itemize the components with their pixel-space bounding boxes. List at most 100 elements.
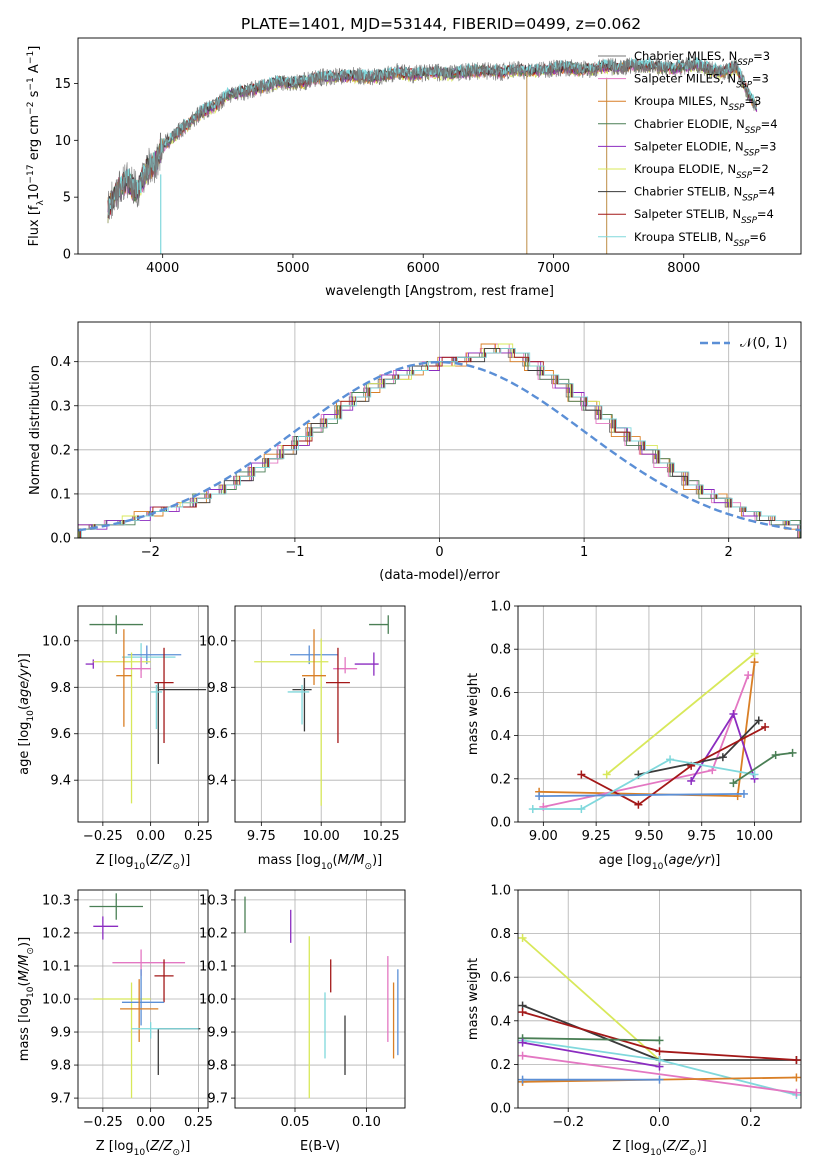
x-tick-label: 10.00	[303, 829, 340, 844]
x-axis-label-part: (	[333, 853, 338, 868]
y-tick-label: 0.0	[490, 1102, 511, 1117]
panel-spectrum: 4000 5000 6000 7000 8000 0 5 10 15 Chabrier MILES…	[26, 37, 802, 299]
panel-weight_vs_age: 9.00 9.25 9.50 9.75 10.00 0.0 0.2 0.4 0.6 0.8 1.0 a…	[466, 600, 802, 872]
y-tick-label: 0.4	[490, 729, 511, 744]
legend-sub: SSP	[737, 58, 754, 68]
x-axis-label-part: (	[145, 853, 150, 868]
x-tick-label: 0.00	[136, 829, 165, 844]
panel-residual: −2 −1 0 1 2 0.0 0.1 0.2 0.3 0.4 𝒩(0, 1) (data-model…	[28, 321, 802, 583]
panel-mass_vs_ebv: 0.05 0.10 9.7 9.8 9.9 10.0 10.1 10.2 10.3 E(B-V)	[199, 889, 406, 1154]
plot-area-mass_vs_Z	[89, 893, 201, 1099]
x-tick-label: 8000	[667, 261, 700, 276]
y-tick-label: 10.2	[42, 926, 71, 941]
legend-text: =4	[761, 117, 778, 131]
x-tick-label: −0.25	[83, 829, 123, 844]
plot-area-weight_vs_Z	[518, 933, 801, 1099]
x-axis-label-part: (	[663, 853, 668, 868]
legend-sub: SSP	[742, 194, 759, 204]
x-axis-label-part: Z [log	[612, 1139, 650, 1154]
x-axis-label: Z [log10(Z/Z⊙)]	[612, 1139, 707, 1158]
legend-text: Chabrier MILES, N	[634, 49, 737, 63]
legend-text: =3	[759, 139, 776, 153]
x-tick-label: 0.00	[136, 1115, 165, 1130]
y-tick-label: 0.6	[490, 971, 511, 986]
y-axis-label: mass weight	[466, 958, 481, 1040]
plot-area-age_vs_mass	[254, 615, 389, 806]
y-axis-label-part: 10	[26, 710, 36, 722]
observed-spectrum-line	[107, 56, 757, 224]
x-axis-label-part: Z [log	[96, 1139, 134, 1154]
y-tick-label: 10.0	[42, 993, 71, 1008]
legend-entry: 𝒩(0, 1)	[740, 336, 787, 351]
weight-line	[522, 1054, 797, 1094]
y-tick-label: 9.9	[207, 1026, 228, 1041]
x-tick-label: 0.25	[184, 1115, 213, 1130]
y-tick-label: 10.0	[199, 993, 228, 1008]
x-axis-label: Z [log10(Z/Z⊙)]	[96, 1139, 191, 1158]
legend-entry: Salpeter MILES, NSSP=3	[634, 72, 769, 91]
legend-entry: Salpeter ELODIE, NSSP=3	[634, 139, 776, 158]
y-axis-label-part: 10	[27, 184, 42, 201]
page-title: PLATE=1401, MJD=53144, FIBERID=0499, z=0…	[241, 15, 641, 33]
legend-text: Salpeter MILES, N	[634, 72, 736, 86]
x-axis-label-part: Z/Z	[149, 1139, 173, 1154]
y-tick-label: 0.3	[50, 399, 71, 414]
legend-text: =3	[753, 49, 770, 63]
legend-text: Salpeter STELIB, N	[634, 207, 741, 221]
y-tick-label: 0.4	[50, 355, 71, 370]
x-tick-label: −2	[141, 545, 160, 560]
y-axis-label-part: −17	[26, 164, 36, 183]
y-axis-label-part: mass [log	[17, 998, 32, 1061]
x-axis-label-part: )]	[372, 853, 382, 868]
y-axis-label-part: Flux [f	[27, 205, 42, 246]
x-tick-label: 10.00	[736, 829, 773, 844]
x-axis-label-part: 10	[652, 862, 664, 872]
x-axis-label-part: age [log	[599, 853, 652, 868]
legend-sub: SSP	[744, 148, 761, 158]
y-tick-label: 9.4	[207, 774, 228, 789]
x-tick-label: 0.2	[740, 1115, 761, 1130]
plot-area-mass_vs_ebv	[244, 896, 399, 1099]
legend-entry: Chabrier ELODIE, NSSP=4	[634, 117, 778, 136]
x-axis-label-part: )]	[180, 853, 190, 868]
y-axis-label: Normed distribution	[28, 365, 43, 495]
y-tick-label: 0.0	[50, 532, 71, 547]
y-axis-label: age [log10(age/yr)]	[17, 653, 36, 775]
x-axis-label-part: ⊙	[689, 1148, 697, 1158]
x-axis-label-part: ⊙	[364, 862, 372, 872]
x-axis-label-part: M/M	[338, 853, 365, 868]
y-axis-label-part: −2	[26, 102, 36, 115]
legend-text: =6	[749, 230, 766, 244]
x-axis-label-part: )]	[180, 1139, 190, 1154]
x-axis-label-part: ⊙	[173, 862, 181, 872]
y-axis-label-part: erg cm	[27, 115, 42, 164]
axes-frame	[77, 605, 209, 823]
x-tick-label: 0.0	[649, 1115, 670, 1130]
panel-mass_vs_Z: −0.25 0.00 0.25 9.7 9.8 9.9 10.0 10.1 10.2 10.3 Z …	[17, 889, 213, 1158]
x-axis-label: wavelength [Angstrom, rest frame]	[325, 284, 554, 299]
x-tick-label: 9.50	[634, 829, 663, 844]
legend-text: =3	[752, 72, 769, 86]
y-tick-label: 0.8	[490, 643, 511, 658]
weight-line	[539, 793, 745, 797]
legend-text: Kroupa MILES, N	[634, 94, 729, 108]
y-tick-label: 9.4	[50, 774, 71, 789]
legend-entry: Kroupa ELODIE, NSSP=2	[634, 162, 769, 181]
y-axis-label-part: )]	[17, 937, 32, 947]
weight-line	[522, 1041, 660, 1068]
y-axis-label-part: −1	[26, 51, 36, 64]
x-axis-label-part: (	[145, 1139, 150, 1154]
x-axis-label: mass [log10(M/M⊙)]	[258, 853, 382, 872]
legend-entry: Chabrier MILES, NSSP=3	[634, 49, 770, 68]
x-axis-label-part: 10	[134, 1148, 146, 1158]
x-tick-label: 2	[725, 545, 733, 560]
x-tick-label: 0.05	[281, 1115, 310, 1130]
x-tick-label: 10.25	[362, 829, 399, 844]
y-axis-label: Flux [fλ10−17 erg cm−2 s−1 A−1]	[26, 46, 46, 247]
y-tick-label: 0.2	[50, 443, 71, 458]
plot-area-age_vs_Z	[85, 615, 207, 804]
legend-sub: SSP	[745, 126, 762, 136]
x-tick-label: 6000	[407, 261, 440, 276]
y-axis-label-part: age [log	[17, 722, 32, 775]
